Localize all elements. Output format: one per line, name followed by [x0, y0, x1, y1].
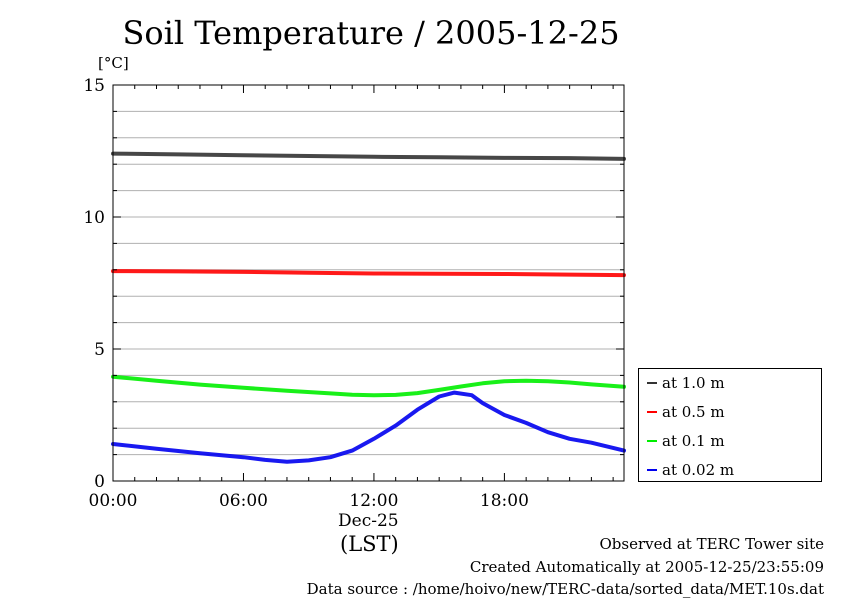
axis-ticks [112, 84, 624, 482]
series-line-2 [111, 374, 626, 398]
legend-swatch [647, 440, 657, 442]
chart-legend: at 1.0 m at 0.5 m at 0.1 m at 0.02 m [638, 368, 822, 482]
series-line-0 [111, 151, 626, 161]
y-tick-label: 15 [83, 76, 105, 96]
legend-label: at 0.1 m [662, 432, 725, 450]
x-tick-label: 00:00 [89, 491, 138, 511]
legend-label: at 0.02 m [662, 461, 735, 479]
y-tick-label: 0 [94, 472, 105, 492]
legend-swatch [647, 411, 657, 413]
plot-frame [112, 84, 625, 482]
legend-swatch [647, 469, 657, 471]
series-lines [111, 151, 626, 464]
legend-item: at 1.0 m [647, 373, 725, 393]
legend-item: at 0.02 m [647, 460, 734, 480]
y-axis-unit: [°C] [98, 54, 129, 72]
x-tick-label: 18:00 [480, 491, 529, 511]
legend-swatch [647, 382, 657, 384]
series-line-3 [111, 390, 626, 464]
y-tick-label: 5 [94, 340, 105, 360]
chart-title: Soil Temperature / 2005-12-25 [122, 14, 620, 52]
footer-created-note: Created Automatically at 2005-12-25/23:5… [469, 558, 824, 576]
legend-item: at 0.1 m [647, 431, 725, 451]
footer-site-note: Observed at TERC Tower site [599, 535, 824, 553]
grid-lines [113, 110, 624, 456]
footer-data-source: Data source : /home/hoivo/new/TERC-data/… [306, 580, 824, 598]
legend-label: at 0.5 m [662, 403, 725, 421]
y-tick-label: 10 [83, 208, 105, 228]
x-axis-date-label: Dec-25 [338, 511, 399, 531]
legend-label: at 1.0 m [662, 374, 725, 392]
series-line-1 [111, 269, 626, 278]
x-tick-label: 06:00 [219, 491, 268, 511]
tick-labels: 0 5 10 15 00:00 06:00 12:00 18:00 [83, 76, 529, 511]
x-tick-label: 12:00 [349, 491, 398, 511]
x-axis-label: (LST) [340, 532, 399, 556]
legend-item: at 0.5 m [647, 402, 725, 422]
